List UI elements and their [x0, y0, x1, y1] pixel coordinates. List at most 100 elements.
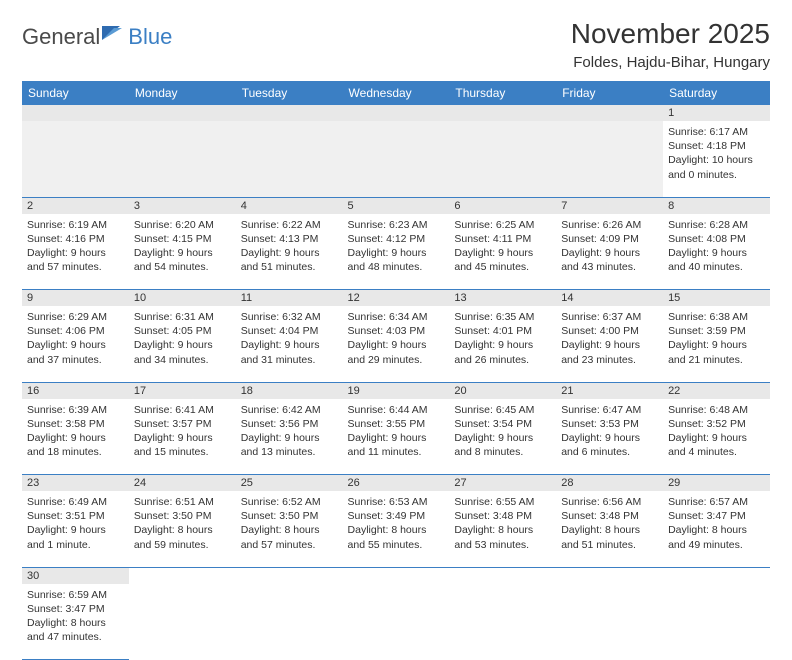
- day-number-cell: 19: [343, 382, 450, 399]
- day-number: 27: [449, 475, 556, 491]
- sunset-line: Sunset: 4:03 PM: [348, 324, 445, 338]
- day-cell: Sunrise: 6:42 AMSunset: 3:56 PMDaylight:…: [236, 399, 343, 475]
- week-row: Sunrise: 6:19 AMSunset: 4:16 PMDaylight:…: [22, 214, 770, 290]
- sunrise-line: Sunrise: 6:39 AM: [27, 403, 124, 417]
- daylight-line: Daylight: 9 hours and 37 minutes.: [27, 338, 124, 366]
- sunset-line: Sunset: 4:11 PM: [454, 232, 551, 246]
- day-cell: Sunrise: 6:49 AMSunset: 3:51 PMDaylight:…: [22, 491, 129, 567]
- day-number-cell: 27: [449, 475, 556, 492]
- day-cell: Sunrise: 6:28 AMSunset: 4:08 PMDaylight:…: [663, 214, 770, 290]
- daylight-line: Daylight: 10 hours and 0 minutes.: [668, 153, 765, 181]
- day-header: Saturday: [663, 81, 770, 105]
- day-number: 16: [22, 383, 129, 399]
- day-number: 9: [22, 290, 129, 306]
- sunrise-line: Sunrise: 6:42 AM: [241, 403, 338, 417]
- sunset-line: Sunset: 3:47 PM: [27, 602, 124, 616]
- empty-cell: [343, 121, 450, 197]
- day-cell: Sunrise: 6:29 AMSunset: 4:06 PMDaylight:…: [22, 306, 129, 382]
- week-number-row: 9101112131415: [22, 290, 770, 307]
- empty-number-cell: [449, 105, 556, 121]
- sunrise-line: Sunrise: 6:34 AM: [348, 310, 445, 324]
- day-info: Sunrise: 6:23 AMSunset: 4:12 PMDaylight:…: [348, 218, 445, 275]
- day-number-cell: 28: [556, 475, 663, 492]
- empty-number-cell: [22, 105, 129, 121]
- day-info: Sunrise: 6:42 AMSunset: 3:56 PMDaylight:…: [241, 403, 338, 460]
- day-number-cell: 17: [129, 382, 236, 399]
- sunset-line: Sunset: 4:05 PM: [134, 324, 231, 338]
- sunrise-line: Sunrise: 6:28 AM: [668, 218, 765, 232]
- day-number: 13: [449, 290, 556, 306]
- sunset-line: Sunset: 3:51 PM: [27, 509, 124, 523]
- logo: General Blue: [22, 24, 172, 50]
- day-number-cell: 6: [449, 197, 556, 214]
- day-info: Sunrise: 6:47 AMSunset: 3:53 PMDaylight:…: [561, 403, 658, 460]
- empty-cell: [236, 584, 343, 660]
- day-number-cell: 4: [236, 197, 343, 214]
- day-number-cell: 11: [236, 290, 343, 307]
- day-number-cell: 8: [663, 197, 770, 214]
- sunrise-line: Sunrise: 6:37 AM: [561, 310, 658, 324]
- sunrise-line: Sunrise: 6:45 AM: [454, 403, 551, 417]
- day-number-cell: 10: [129, 290, 236, 307]
- day-number: 17: [129, 383, 236, 399]
- empty-cell: [22, 121, 129, 197]
- daylight-line: Daylight: 9 hours and 4 minutes.: [668, 431, 765, 459]
- day-number: 25: [236, 475, 343, 491]
- day-info: Sunrise: 6:17 AMSunset: 4:18 PMDaylight:…: [668, 125, 765, 182]
- day-cell: Sunrise: 6:51 AMSunset: 3:50 PMDaylight:…: [129, 491, 236, 567]
- empty-cell: [449, 121, 556, 197]
- day-info: Sunrise: 6:41 AMSunset: 3:57 PMDaylight:…: [134, 403, 231, 460]
- day-number: 12: [343, 290, 450, 306]
- day-info: Sunrise: 6:56 AMSunset: 3:48 PMDaylight:…: [561, 495, 658, 552]
- sunset-line: Sunset: 3:50 PM: [134, 509, 231, 523]
- sunrise-line: Sunrise: 6:22 AM: [241, 218, 338, 232]
- day-cell: Sunrise: 6:47 AMSunset: 3:53 PMDaylight:…: [556, 399, 663, 475]
- empty-number-cell: [556, 567, 663, 584]
- sunrise-line: Sunrise: 6:29 AM: [27, 310, 124, 324]
- sunrise-line: Sunrise: 6:53 AM: [348, 495, 445, 509]
- day-number-cell: 29: [663, 475, 770, 492]
- empty-cell: [343, 584, 450, 660]
- sunset-line: Sunset: 3:56 PM: [241, 417, 338, 431]
- sunset-line: Sunset: 3:48 PM: [561, 509, 658, 523]
- empty-cell: [236, 121, 343, 197]
- day-number-cell: 15: [663, 290, 770, 307]
- day-info: Sunrise: 6:53 AMSunset: 3:49 PMDaylight:…: [348, 495, 445, 552]
- week-row: Sunrise: 6:29 AMSunset: 4:06 PMDaylight:…: [22, 306, 770, 382]
- sunset-line: Sunset: 4:00 PM: [561, 324, 658, 338]
- day-info: Sunrise: 6:25 AMSunset: 4:11 PMDaylight:…: [454, 218, 551, 275]
- sunset-line: Sunset: 4:18 PM: [668, 139, 765, 153]
- day-number-cell: 5: [343, 197, 450, 214]
- daylight-line: Daylight: 9 hours and 13 minutes.: [241, 431, 338, 459]
- empty-cell: [129, 121, 236, 197]
- day-cell: Sunrise: 6:41 AMSunset: 3:57 PMDaylight:…: [129, 399, 236, 475]
- day-number-cell: 3: [129, 197, 236, 214]
- day-number: 14: [556, 290, 663, 306]
- day-number-cell: 12: [343, 290, 450, 307]
- day-header: Friday: [556, 81, 663, 105]
- day-info: Sunrise: 6:51 AMSunset: 3:50 PMDaylight:…: [134, 495, 231, 552]
- sunrise-line: Sunrise: 6:23 AM: [348, 218, 445, 232]
- day-number: 5: [343, 198, 450, 214]
- sunrise-line: Sunrise: 6:17 AM: [668, 125, 765, 139]
- day-info: Sunrise: 6:37 AMSunset: 4:00 PMDaylight:…: [561, 310, 658, 367]
- daylight-line: Daylight: 8 hours and 57 minutes.: [241, 523, 338, 551]
- day-cell: Sunrise: 6:56 AMSunset: 3:48 PMDaylight:…: [556, 491, 663, 567]
- daylight-line: Daylight: 9 hours and 45 minutes.: [454, 246, 551, 274]
- daylight-line: Daylight: 8 hours and 51 minutes.: [561, 523, 658, 551]
- flag-icon: [100, 24, 126, 44]
- empty-cell: [556, 121, 663, 197]
- daylight-line: Daylight: 8 hours and 47 minutes.: [27, 616, 124, 644]
- empty-number-cell: [343, 105, 450, 121]
- day-number-cell: 30: [22, 567, 129, 584]
- day-number: 10: [129, 290, 236, 306]
- day-info: Sunrise: 6:20 AMSunset: 4:15 PMDaylight:…: [134, 218, 231, 275]
- daylight-line: Daylight: 9 hours and 43 minutes.: [561, 246, 658, 274]
- sunset-line: Sunset: 4:15 PM: [134, 232, 231, 246]
- week-number-row: 16171819202122: [22, 382, 770, 399]
- day-number: 15: [663, 290, 770, 306]
- location: Foldes, Hajdu-Bihar, Hungary: [571, 54, 770, 71]
- day-info: Sunrise: 6:35 AMSunset: 4:01 PMDaylight:…: [454, 310, 551, 367]
- sunset-line: Sunset: 3:54 PM: [454, 417, 551, 431]
- sunrise-line: Sunrise: 6:38 AM: [668, 310, 765, 324]
